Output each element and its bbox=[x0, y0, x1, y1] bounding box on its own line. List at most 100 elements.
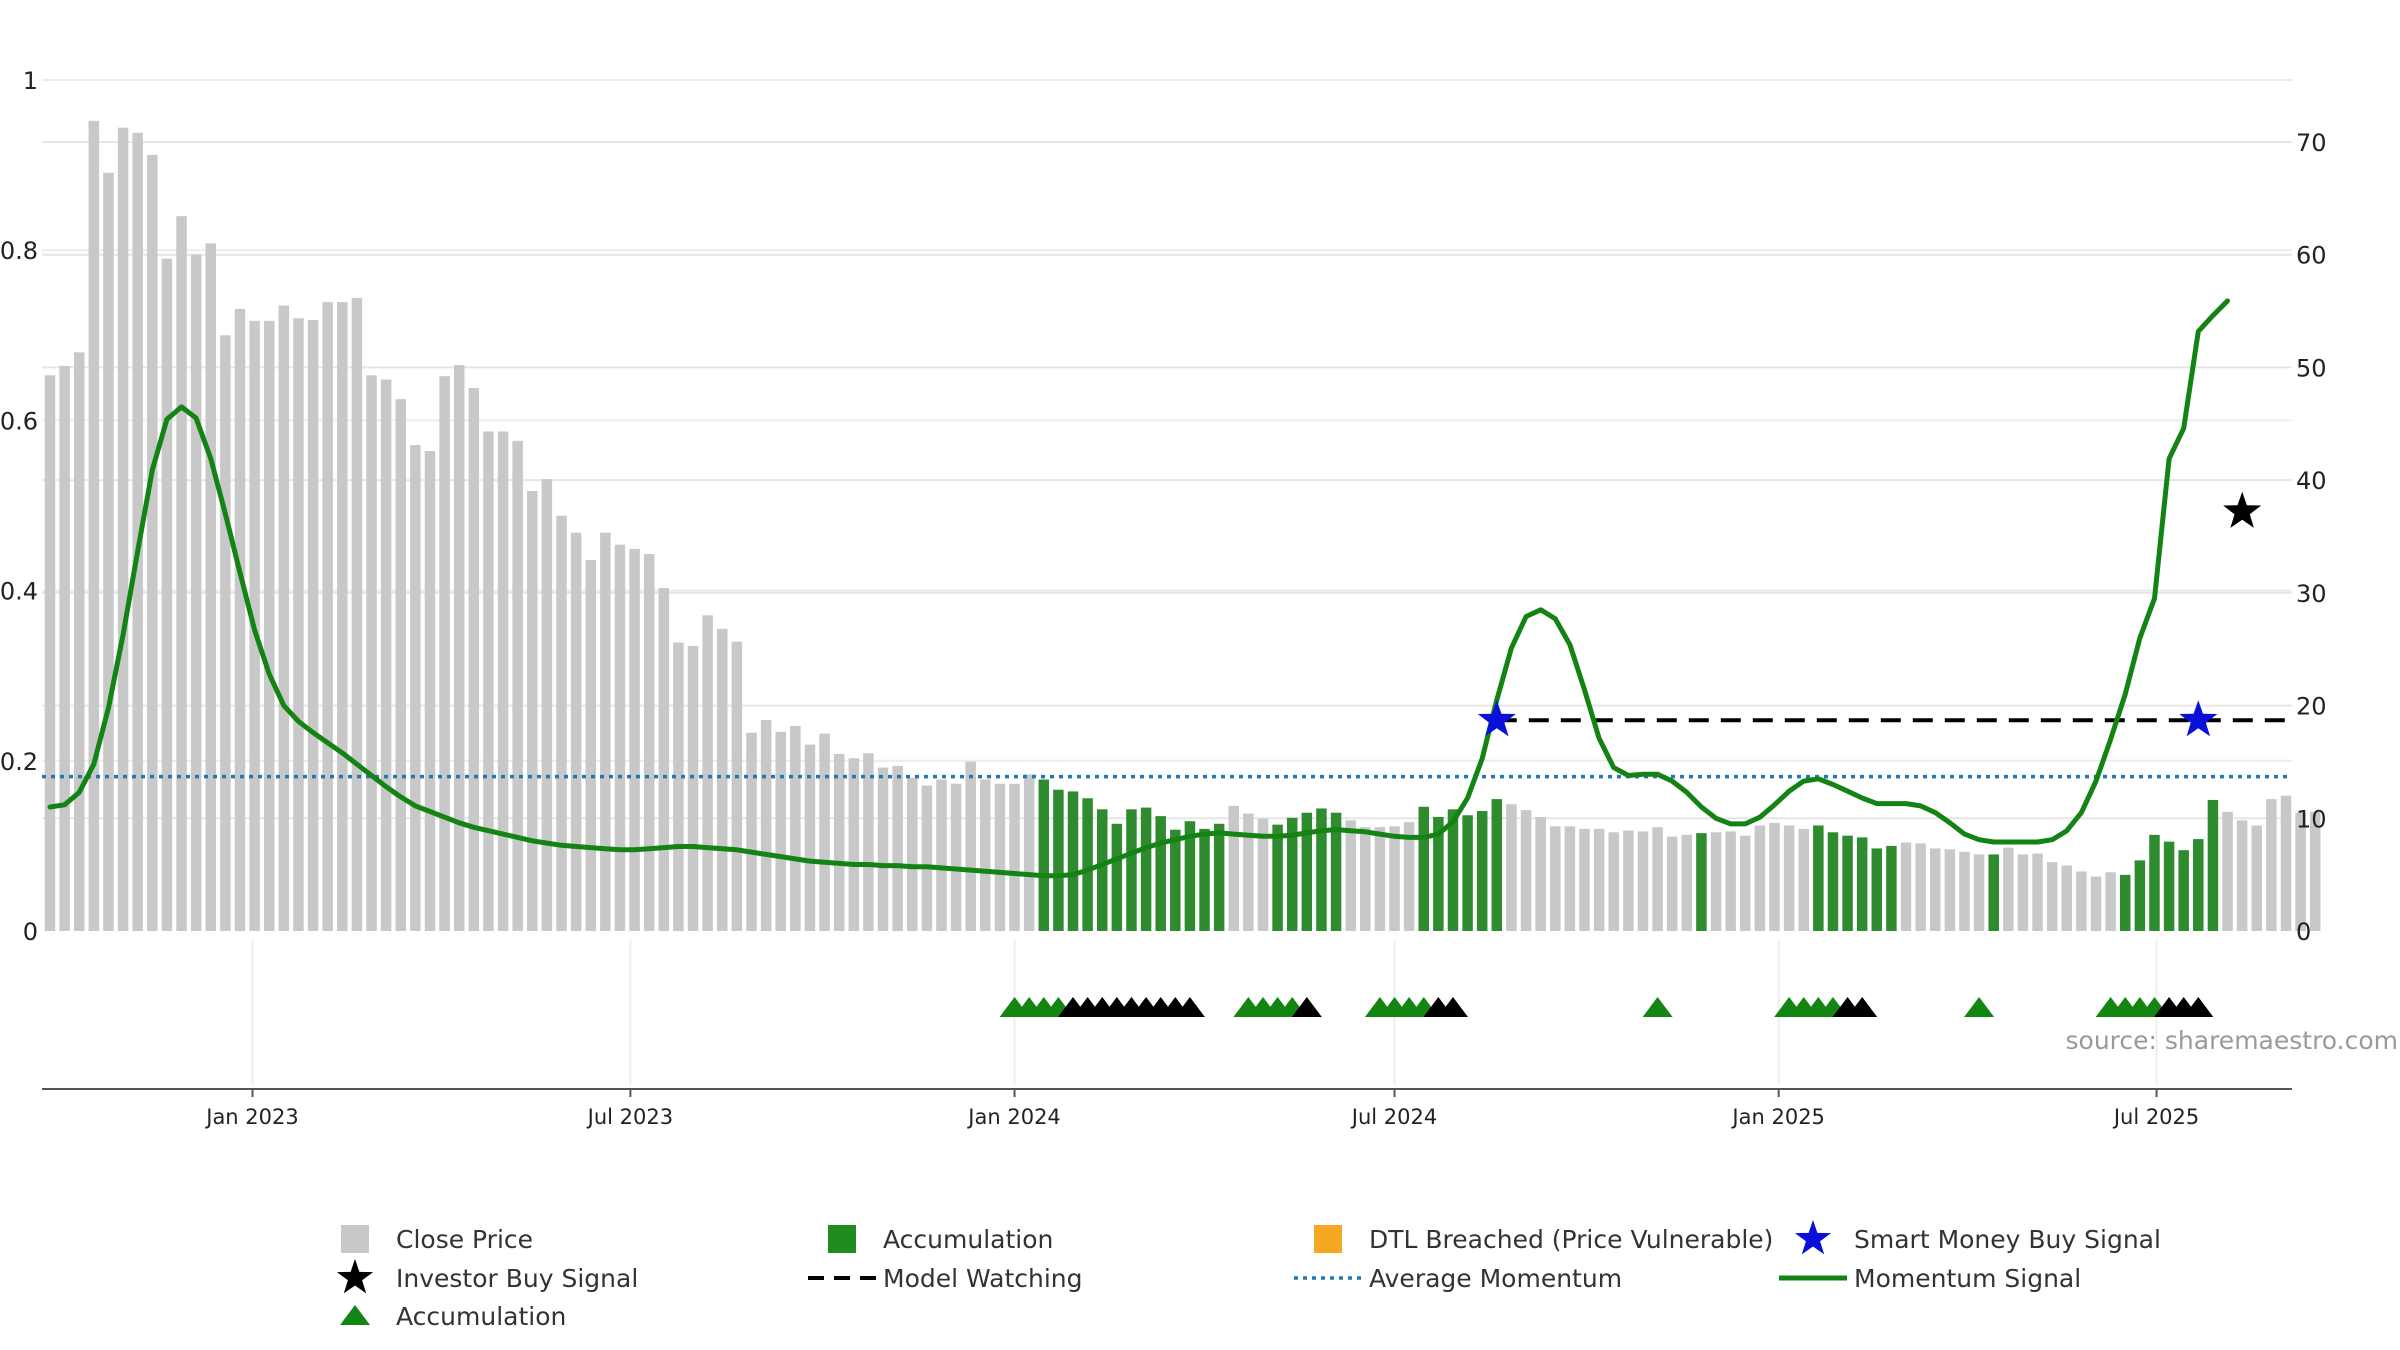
close-price-bar bbox=[629, 548, 640, 931]
x-tick-label: Jan 2025 bbox=[1730, 1105, 1825, 1129]
legend-label: Accumulation bbox=[396, 1302, 566, 1331]
close-price-bar bbox=[205, 243, 217, 932]
close-price-bar bbox=[1783, 825, 1795, 931]
close-price-bar bbox=[2266, 799, 2277, 931]
x-tick-label: Jul 2023 bbox=[586, 1105, 673, 1129]
close-price-bar bbox=[833, 753, 845, 931]
close-price-bar bbox=[1506, 804, 1517, 931]
close-price-bar bbox=[453, 365, 465, 932]
close-price-bar bbox=[439, 376, 450, 931]
right-tick-label: 70 bbox=[2296, 129, 2327, 157]
close-price-bar bbox=[322, 302, 333, 932]
close-price-bar bbox=[1973, 854, 1985, 931]
close-price-bar bbox=[1023, 774, 1035, 931]
legend-label: Accumulation bbox=[883, 1225, 1053, 1254]
accumulation-bar bbox=[1476, 811, 1488, 931]
close-price-bar bbox=[2017, 854, 2029, 931]
close-price-bar bbox=[760, 719, 772, 931]
close-price-bar bbox=[1740, 835, 1751, 931]
accumulation-bar bbox=[2207, 799, 2219, 931]
close-price-bar bbox=[307, 319, 319, 931]
close-price-bar bbox=[132, 132, 143, 932]
accumulation-bar bbox=[1330, 812, 1342, 931]
close-price-bar bbox=[263, 320, 275, 931]
close-price-bar bbox=[541, 479, 553, 931]
close-price-bar bbox=[2251, 825, 2263, 931]
close-price-bar bbox=[1360, 827, 1371, 931]
close-price-bar bbox=[512, 440, 523, 931]
close-price-bar bbox=[1520, 810, 1532, 931]
right-tick-label: 10 bbox=[2296, 805, 2327, 833]
close-price-bar bbox=[161, 258, 173, 932]
close-price-bar bbox=[395, 399, 406, 931]
legend-item: Model Watching bbox=[808, 1264, 1083, 1293]
legend-label: DTL Breached (Price Vulnerable) bbox=[1369, 1225, 1773, 1254]
legend-square-swatch bbox=[828, 1225, 856, 1253]
close-price-bar bbox=[337, 302, 348, 932]
close-price-bar bbox=[819, 733, 830, 931]
close-price-bar bbox=[1944, 849, 1956, 931]
accumulation-bar bbox=[1038, 779, 1050, 931]
accumulation-triangle bbox=[1847, 997, 1878, 1017]
right-tick-label: 20 bbox=[2296, 693, 2327, 721]
left-tick-label: 0.8 bbox=[0, 237, 38, 265]
accumulation-bar bbox=[1170, 829, 1181, 931]
accumulation-bar bbox=[2178, 850, 2189, 931]
close-price-bar bbox=[775, 731, 786, 931]
close-price-bar bbox=[600, 532, 611, 931]
legend-label: Investor Buy Signal bbox=[396, 1264, 638, 1293]
legend-label: Average Momentum bbox=[1369, 1264, 1622, 1293]
close-price-bar bbox=[468, 388, 480, 931]
close-price-bar bbox=[965, 761, 976, 931]
accumulation-triangle bbox=[1437, 997, 1468, 1017]
close-price-bar bbox=[103, 172, 114, 931]
close-price-bar bbox=[1593, 828, 1605, 931]
close-price-bar bbox=[877, 767, 889, 931]
close-price-bar bbox=[1754, 825, 1766, 931]
close-price-bar bbox=[1769, 822, 1780, 931]
close-price-bar bbox=[1345, 820, 1356, 931]
legend-item: DTL Breached (Price Vulnerable) bbox=[1314, 1225, 1773, 1254]
close-price-bar bbox=[117, 127, 129, 931]
close-price-bar bbox=[717, 628, 728, 931]
right-tick-label: 60 bbox=[2296, 242, 2327, 270]
close-price-bar bbox=[2222, 811, 2233, 931]
close-price-bar bbox=[190, 254, 202, 931]
close-price-bar bbox=[1535, 816, 1546, 931]
smart-money-buy-star bbox=[2179, 700, 2218, 737]
accumulation-bar bbox=[1462, 815, 1473, 931]
left-tick-label: 0.2 bbox=[0, 748, 38, 776]
close-price-bar bbox=[980, 779, 991, 931]
accumulation-bar bbox=[1213, 823, 1225, 931]
close-price-bar bbox=[863, 753, 874, 931]
accumulation-triangles bbox=[999, 997, 2214, 1017]
accumulation-bar bbox=[1067, 791, 1079, 931]
left-tick-label: 0 bbox=[23, 918, 38, 946]
x-tick-label: Jul 2024 bbox=[1350, 1105, 1437, 1129]
legend-square-swatch bbox=[1314, 1225, 1342, 1253]
accumulation-bar bbox=[1184, 821, 1196, 931]
close-price-bar bbox=[2032, 853, 2043, 931]
close-price-bar bbox=[527, 491, 538, 931]
close-price-bar bbox=[1681, 834, 1693, 931]
right-tick-label: 0 bbox=[2296, 918, 2311, 946]
left-tick-label: 0.4 bbox=[0, 578, 38, 606]
accumulation-bar bbox=[1286, 817, 1298, 931]
close-price-bar bbox=[673, 642, 684, 931]
accumulation-bar bbox=[2149, 834, 2160, 931]
close-price-bar bbox=[2090, 876, 2102, 931]
close-price-bar bbox=[1623, 830, 1634, 931]
legend-item: Momentum Signal bbox=[1779, 1264, 2081, 1293]
close-price-bar bbox=[687, 645, 699, 931]
close-price-bar bbox=[848, 758, 860, 931]
close-price-bar bbox=[1228, 805, 1240, 931]
accumulation-bar bbox=[1813, 825, 1824, 931]
legend-star-icon bbox=[1794, 1220, 1832, 1255]
close-price-bar bbox=[88, 120, 100, 931]
accumulation-triangle bbox=[1964, 997, 1995, 1017]
accumulation-bar bbox=[2193, 839, 2204, 931]
accumulation-bar bbox=[1301, 812, 1313, 931]
accumulation-bar bbox=[1856, 837, 1868, 931]
close-price-bar bbox=[2003, 847, 2014, 931]
